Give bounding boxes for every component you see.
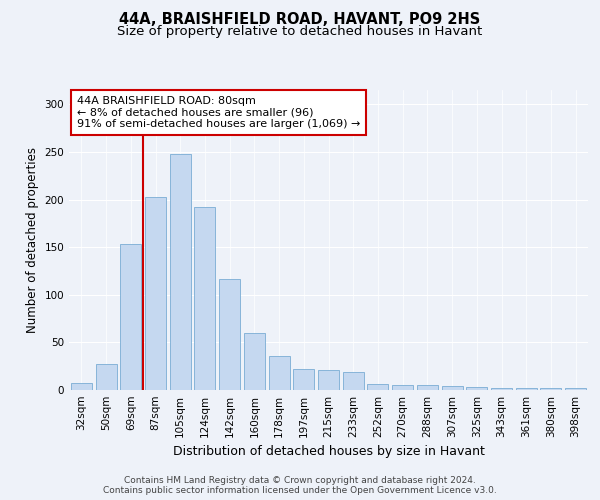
- Bar: [145, 196, 166, 390]
- Bar: [442, 386, 463, 390]
- Bar: [392, 385, 413, 390]
- Bar: [367, 384, 388, 390]
- Text: 44A, BRAISHFIELD ROAD, HAVANT, PO9 2HS: 44A, BRAISHFIELD ROAD, HAVANT, PO9 2HS: [119, 12, 481, 28]
- Bar: [71, 384, 92, 390]
- Y-axis label: Number of detached properties: Number of detached properties: [26, 147, 39, 333]
- Bar: [219, 278, 240, 390]
- Bar: [541, 388, 562, 390]
- Bar: [244, 333, 265, 390]
- Bar: [95, 364, 116, 390]
- Bar: [491, 388, 512, 390]
- Bar: [318, 370, 339, 390]
- Bar: [293, 369, 314, 390]
- Text: 44A BRAISHFIELD ROAD: 80sqm
← 8% of detached houses are smaller (96)
91% of semi: 44A BRAISHFIELD ROAD: 80sqm ← 8% of deta…: [77, 96, 360, 129]
- X-axis label: Distribution of detached houses by size in Havant: Distribution of detached houses by size …: [173, 446, 484, 458]
- Bar: [269, 356, 290, 390]
- Bar: [466, 387, 487, 390]
- Bar: [516, 388, 537, 390]
- Text: Contains HM Land Registry data © Crown copyright and database right 2024.
Contai: Contains HM Land Registry data © Crown c…: [103, 476, 497, 495]
- Bar: [343, 372, 364, 390]
- Bar: [565, 388, 586, 390]
- Bar: [120, 244, 141, 390]
- Bar: [417, 385, 438, 390]
- Text: Size of property relative to detached houses in Havant: Size of property relative to detached ho…: [118, 25, 482, 38]
- Bar: [170, 154, 191, 390]
- Bar: [194, 207, 215, 390]
